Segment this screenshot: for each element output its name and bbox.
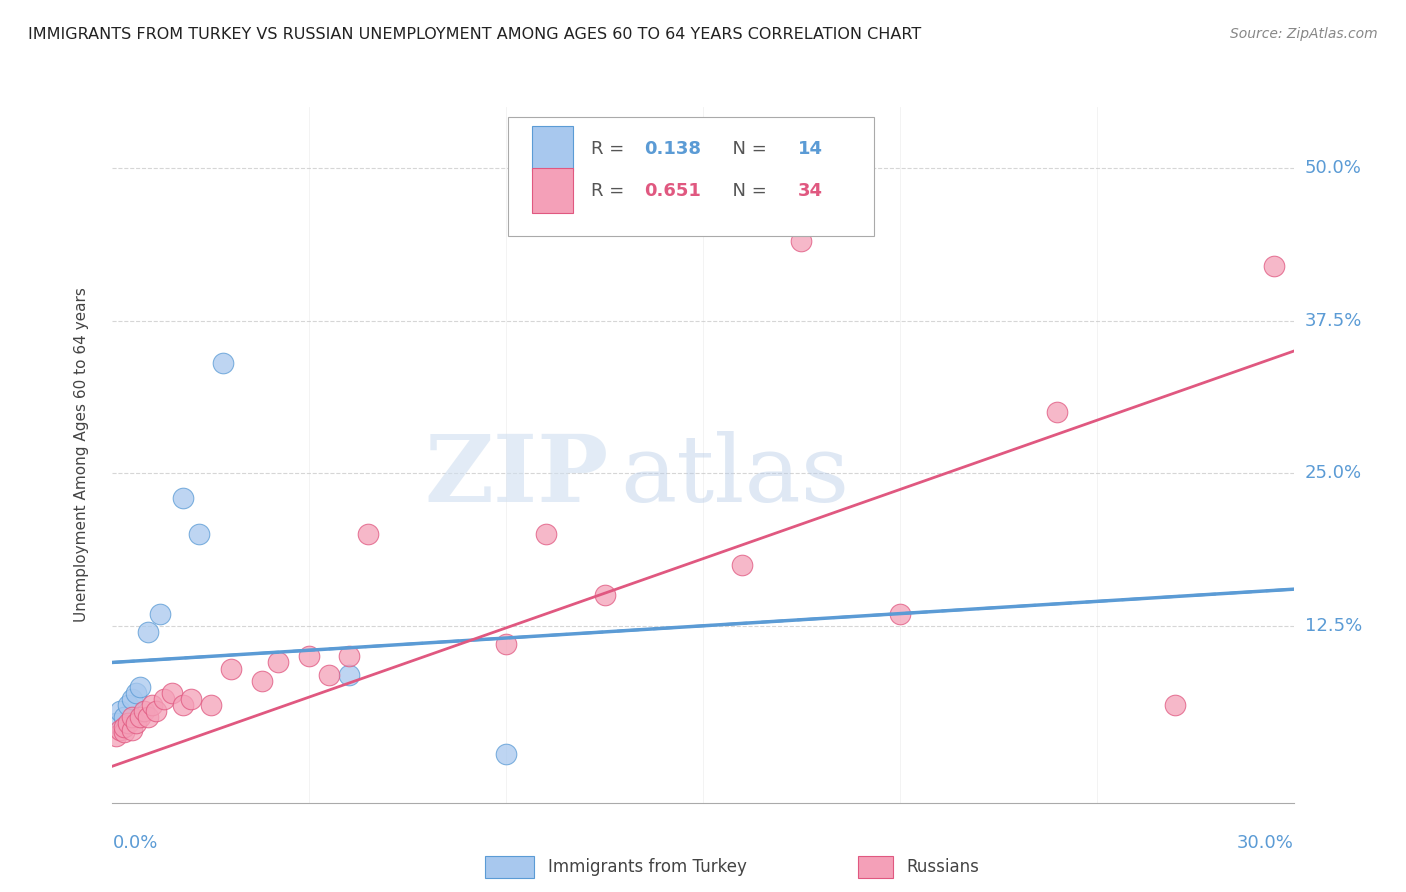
Text: 30.0%: 30.0% <box>1237 834 1294 852</box>
Point <box>200 698 222 713</box>
Point <box>889 607 911 621</box>
Text: R =: R = <box>591 182 630 200</box>
Point <box>152 692 174 706</box>
Point <box>145 704 167 718</box>
Text: 12.5%: 12.5% <box>1305 616 1362 635</box>
Point <box>495 637 517 651</box>
Point <box>211 356 233 370</box>
Point <box>105 716 128 731</box>
Point <box>250 673 273 688</box>
Point <box>125 686 148 700</box>
Point <box>267 656 290 670</box>
Point <box>132 704 155 718</box>
Text: N =: N = <box>721 140 772 158</box>
Point <box>149 607 172 621</box>
Text: 0.0%: 0.0% <box>112 834 157 852</box>
Point <box>125 716 148 731</box>
Point <box>593 588 616 602</box>
Text: 25.0%: 25.0% <box>1305 464 1362 483</box>
Point <box>188 527 211 541</box>
Point <box>117 716 139 731</box>
Text: R =: R = <box>591 140 630 158</box>
Point <box>121 692 143 706</box>
Point <box>337 649 360 664</box>
Point <box>110 704 132 718</box>
FancyBboxPatch shape <box>531 126 574 171</box>
Point <box>731 558 754 572</box>
Point <box>129 710 152 724</box>
Text: Source: ZipAtlas.com: Source: ZipAtlas.com <box>1230 27 1378 41</box>
Point <box>160 686 183 700</box>
Text: ZIP: ZIP <box>425 431 609 521</box>
Point <box>1164 698 1187 713</box>
Point <box>172 698 194 713</box>
Point <box>1263 259 1285 273</box>
Point <box>121 710 143 724</box>
Text: Russians: Russians <box>907 858 980 876</box>
Point <box>121 723 143 737</box>
Text: atlas: atlas <box>620 431 849 521</box>
Text: 0.138: 0.138 <box>644 140 702 158</box>
Point <box>495 747 517 761</box>
Point <box>117 698 139 713</box>
Y-axis label: Unemployment Among Ages 60 to 64 years: Unemployment Among Ages 60 to 64 years <box>75 287 89 623</box>
FancyBboxPatch shape <box>508 118 875 235</box>
Point <box>180 692 202 706</box>
Point <box>112 710 135 724</box>
Text: N =: N = <box>721 182 772 200</box>
Point <box>129 680 152 694</box>
Point <box>105 729 128 743</box>
Text: 50.0%: 50.0% <box>1305 159 1361 178</box>
Point <box>110 723 132 737</box>
Point <box>136 624 159 639</box>
Text: IMMIGRANTS FROM TURKEY VS RUSSIAN UNEMPLOYMENT AMONG AGES 60 TO 64 YEARS CORRELA: IMMIGRANTS FROM TURKEY VS RUSSIAN UNEMPL… <box>28 27 921 42</box>
Point <box>790 235 813 249</box>
Text: 14: 14 <box>797 140 823 158</box>
Point <box>357 527 380 541</box>
Point <box>172 491 194 505</box>
Text: 0.651: 0.651 <box>644 182 700 200</box>
Point <box>318 667 340 681</box>
FancyBboxPatch shape <box>531 168 574 213</box>
Text: Immigrants from Turkey: Immigrants from Turkey <box>548 858 747 876</box>
Text: 37.5%: 37.5% <box>1305 311 1362 330</box>
Point <box>337 667 360 681</box>
Point <box>534 527 557 541</box>
Point <box>298 649 321 664</box>
Point <box>141 698 163 713</box>
Point <box>219 661 242 675</box>
Point <box>112 720 135 734</box>
Text: 34: 34 <box>797 182 823 200</box>
Point <box>1046 405 1069 419</box>
Point <box>112 725 135 739</box>
Point <box>136 710 159 724</box>
